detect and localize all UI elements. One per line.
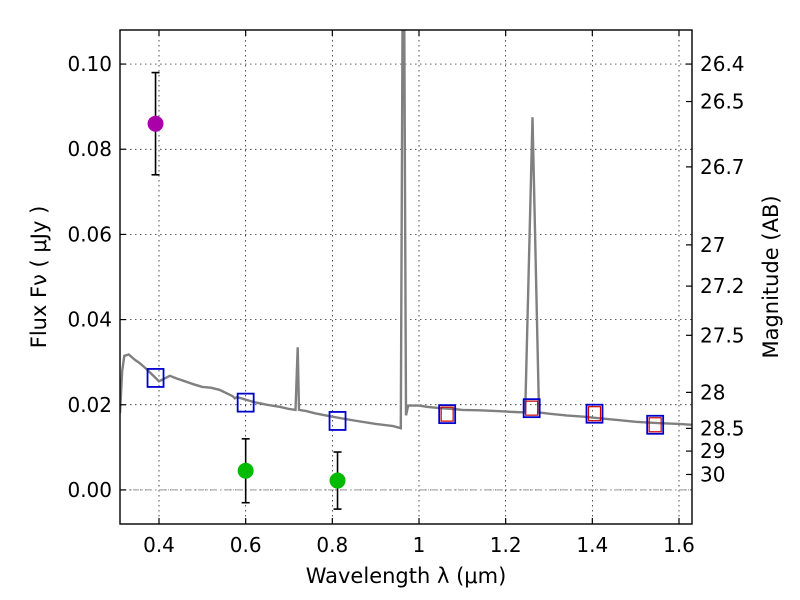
y-tick-label: 0.04	[67, 308, 112, 332]
magnitude-tick-label: 27	[700, 233, 725, 257]
model-point-0	[146, 368, 165, 388]
x-axis-label: Wavelength λ (μm)	[306, 564, 507, 588]
y-tick-label: 0.00	[67, 478, 112, 502]
plot-frame	[119, 29, 693, 525]
y-axis-ticks: 0.00 0.02 0.04 0.06 0.08 0.10	[67, 52, 126, 502]
x-tick-label: 1.2	[490, 533, 522, 557]
model-point-inner-3	[440, 406, 454, 422]
spectrum-line	[120, 30, 692, 430]
x-axis-ticks: 0.4 0.6 0.8 1 1.2 1.4 1.6	[143, 30, 695, 557]
magnitude-tick-label: 28	[700, 380, 725, 404]
observed-point-0	[147, 115, 164, 132]
y-tick-label: 0.02	[67, 393, 112, 417]
x-tick-label: 1.6	[663, 533, 695, 557]
model-point-5	[585, 403, 604, 424]
x-tick-label: 0.8	[316, 533, 348, 557]
x-tick-label: 0.6	[230, 533, 262, 557]
magnitude-tick-label: 30	[700, 462, 725, 486]
magnitude-tick-label: 26.7	[700, 155, 745, 179]
model-point-4	[522, 398, 541, 419]
magnitude-tick-label: 29	[700, 439, 725, 463]
model-point-inner-5	[587, 406, 602, 422]
magnitude-tick-label: 26.4	[700, 52, 745, 76]
magnitude-tick-label: 28.5	[700, 416, 745, 440]
observed-point-1	[237, 462, 254, 479]
observed-photometry-markers	[147, 71, 346, 510]
x-tick-label: 1.4	[576, 533, 608, 557]
model-point-1	[236, 392, 255, 413]
x-tick-label: 1	[413, 533, 426, 557]
y-tick-label: 0.10	[67, 52, 112, 76]
model-point-inner-6	[648, 417, 662, 433]
magnitude-tick-label: 27.5	[700, 323, 745, 347]
y-tick-label: 0.06	[67, 222, 112, 246]
magnitude-tick-label: 26.5	[700, 90, 745, 114]
magnitude-axis-label: Magnitude (AB)	[759, 195, 783, 358]
plot-area	[120, 30, 692, 510]
magnitude-tick-label: 27.2	[700, 274, 745, 298]
y-tick-label: 0.08	[67, 137, 112, 161]
x-tick-label: 0.4	[143, 533, 175, 557]
model-point-6	[646, 414, 665, 435]
y-axis-label: Flux Fν ( μJy )	[27, 206, 51, 349]
model-photometry-markers	[146, 368, 665, 435]
observed-point-2	[329, 472, 346, 489]
model-point-inner-4	[525, 400, 539, 416]
model-point-2	[328, 411, 347, 431]
model-point-3	[438, 404, 457, 425]
